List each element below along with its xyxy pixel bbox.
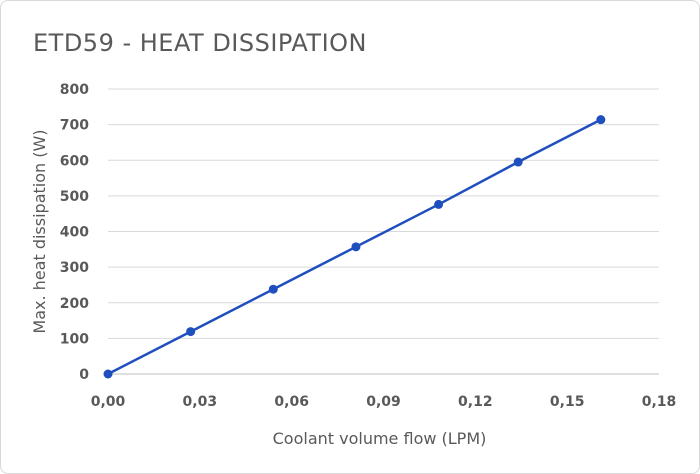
data-point	[268, 284, 278, 294]
chart-title: ETD59 - HEAT DISSIPATION	[33, 29, 367, 57]
x-tick-label: 0,09	[366, 394, 401, 410]
x-axis-tick-labels: 0,00 0,03 0,06 0,09 0,12 0,15 0,18	[91, 394, 677, 410]
y-axis-tick-labels: 0 100 200 300 400 500 600 700 800	[60, 82, 89, 383]
x-tick-label: 0,12	[458, 394, 493, 410]
x-axis-title: Coolant volume flow (LPM)	[273, 429, 487, 448]
x-tick-label: 0,06	[274, 394, 309, 410]
x-tick-label: 0,18	[642, 394, 677, 410]
y-axis-title: Max. heat dissipation (W)	[30, 129, 49, 333]
y-tick-label: 0	[79, 367, 89, 383]
y-tick-label: 600	[60, 153, 89, 169]
data-point	[513, 157, 523, 167]
series-layer	[103, 115, 606, 379]
data-point	[103, 369, 113, 379]
y-tick-label: 500	[60, 189, 89, 205]
x-tick-label: 0,00	[91, 394, 126, 410]
x-tick-label: 0,03	[183, 394, 218, 410]
data-point	[434, 199, 444, 209]
data-point	[596, 115, 606, 125]
y-tick-label: 400	[60, 225, 89, 241]
grid-lines	[108, 88, 659, 339]
x-tick-label: 0,15	[550, 394, 585, 410]
data-point	[186, 327, 196, 337]
y-tick-label: 800	[60, 82, 89, 98]
y-tick-label: 200	[60, 296, 89, 312]
y-tick-label: 700	[60, 118, 89, 134]
data-point	[351, 242, 361, 252]
y-tick-label: 300	[60, 260, 89, 276]
y-tick-label: 100	[60, 331, 89, 347]
